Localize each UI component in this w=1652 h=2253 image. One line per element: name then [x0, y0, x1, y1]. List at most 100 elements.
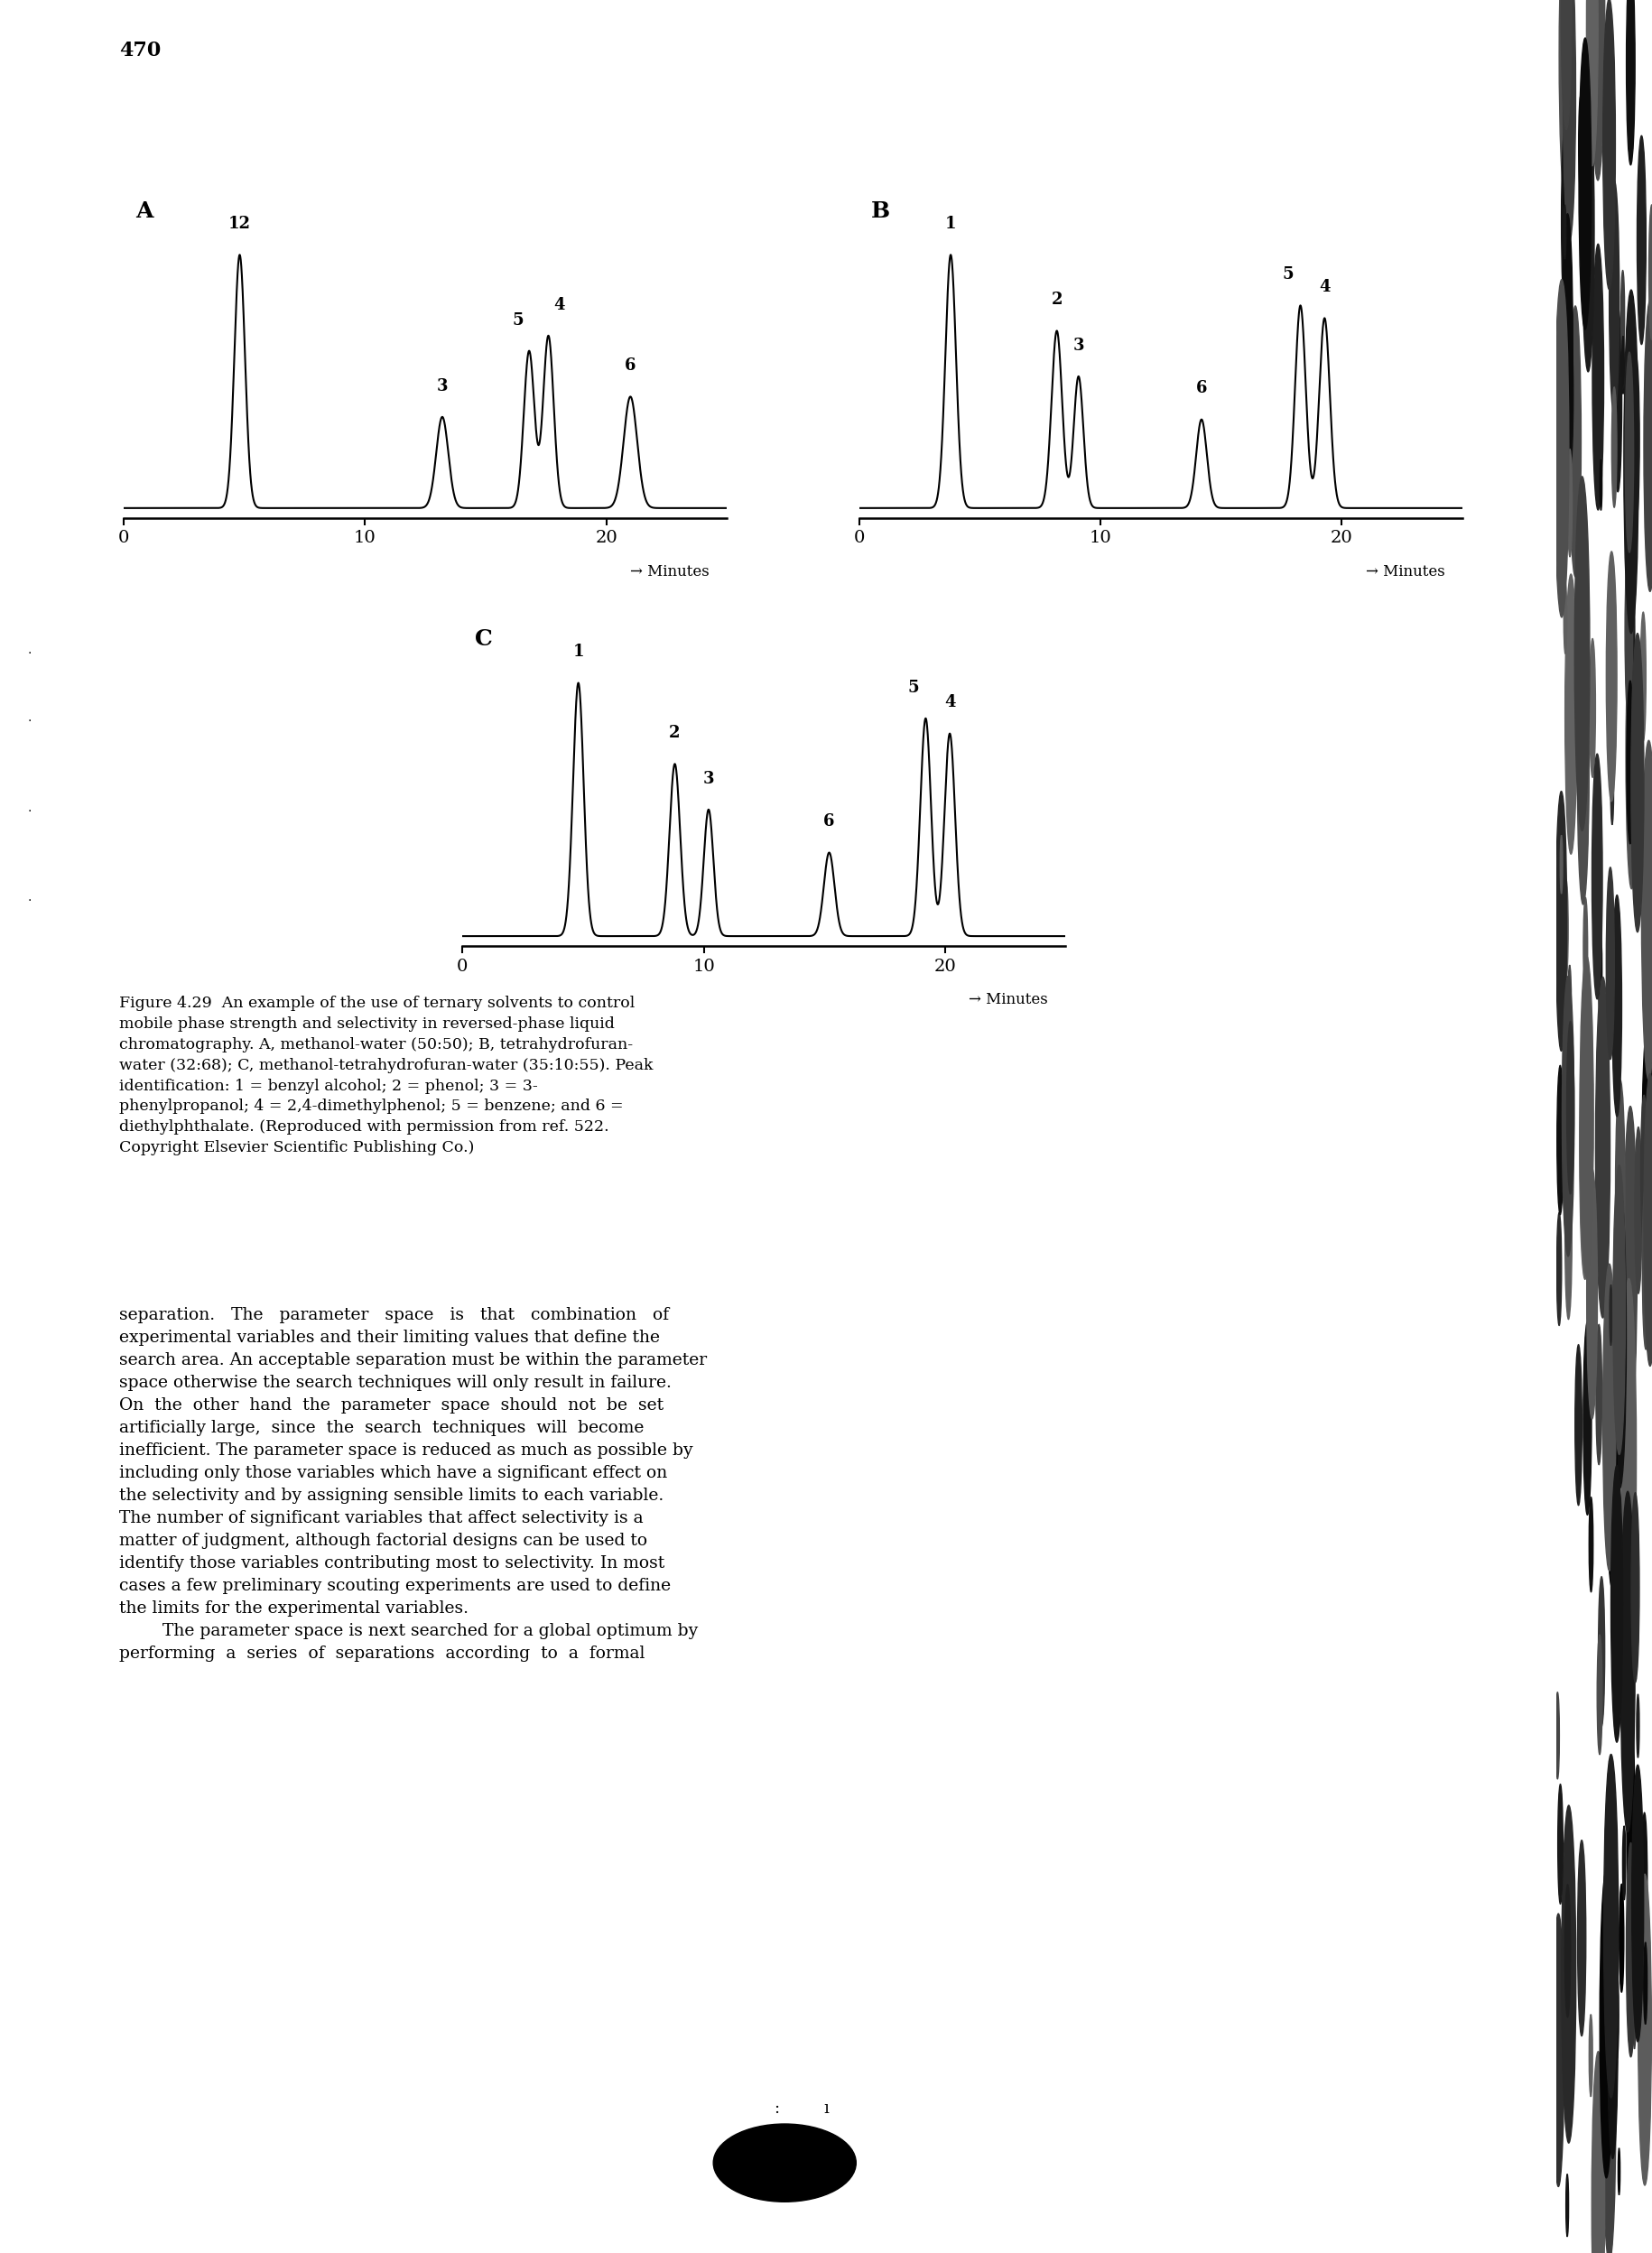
- Circle shape: [1632, 1764, 1644, 2041]
- Text: → Minutes: → Minutes: [631, 563, 710, 579]
- Circle shape: [1627, 680, 1634, 843]
- Text: 3: 3: [1072, 338, 1084, 354]
- Circle shape: [1624, 1106, 1637, 1422]
- Circle shape: [1622, 336, 1624, 394]
- Circle shape: [1553, 1913, 1564, 2188]
- Circle shape: [1564, 581, 1566, 653]
- Circle shape: [1568, 324, 1573, 466]
- Circle shape: [1626, 541, 1632, 723]
- Text: :: :: [773, 2100, 780, 2118]
- Circle shape: [1637, 135, 1645, 345]
- Circle shape: [1622, 1825, 1626, 1899]
- Circle shape: [1642, 741, 1652, 1079]
- Circle shape: [1611, 753, 1614, 825]
- Circle shape: [1639, 1874, 1652, 2185]
- Circle shape: [1640, 1095, 1647, 1244]
- Text: 6: 6: [824, 813, 834, 829]
- Circle shape: [1642, 1183, 1649, 1350]
- Circle shape: [1627, 1719, 1635, 1911]
- Circle shape: [1583, 897, 1588, 998]
- Circle shape: [1564, 1158, 1573, 1320]
- Text: separation.   The   parameter   space   is   that   combination   of
experimenta: separation. The parameter space is that …: [119, 1307, 707, 1660]
- Text: 2: 2: [669, 725, 681, 741]
- Circle shape: [1593, 2052, 1604, 2253]
- Circle shape: [1596, 1325, 1602, 1464]
- Circle shape: [1561, 0, 1571, 128]
- Circle shape: [1586, 0, 1597, 167]
- Circle shape: [1579, 651, 1589, 872]
- Text: .: .: [28, 712, 31, 723]
- Text: → Minutes: → Minutes: [970, 991, 1049, 1007]
- Circle shape: [1561, 124, 1569, 313]
- Text: 2: 2: [1051, 291, 1062, 309]
- Circle shape: [1621, 1491, 1635, 1832]
- Circle shape: [1621, 1280, 1635, 1629]
- Circle shape: [1566, 1122, 1571, 1239]
- Text: 12: 12: [228, 216, 251, 232]
- Circle shape: [1624, 291, 1639, 633]
- Circle shape: [1644, 1075, 1652, 1365]
- Text: B: B: [871, 201, 890, 221]
- Text: .: .: [28, 802, 31, 813]
- Circle shape: [1631, 1494, 1639, 1683]
- Circle shape: [1593, 243, 1604, 509]
- Circle shape: [1566, 2174, 1569, 2237]
- Circle shape: [1612, 1165, 1626, 1455]
- Text: .: .: [28, 644, 31, 656]
- Circle shape: [1574, 1345, 1583, 1505]
- Circle shape: [1559, 836, 1563, 894]
- Circle shape: [1621, 270, 1624, 358]
- Circle shape: [1564, 205, 1566, 259]
- Circle shape: [1602, 1956, 1616, 2253]
- Circle shape: [1589, 1498, 1593, 1593]
- Circle shape: [1556, 791, 1566, 1052]
- Circle shape: [1616, 1969, 1619, 2059]
- Circle shape: [1568, 964, 1571, 1045]
- Circle shape: [1586, 1167, 1597, 1419]
- Circle shape: [1602, 1264, 1616, 1570]
- Circle shape: [1614, 306, 1622, 491]
- Text: → Minutes: → Minutes: [1366, 563, 1446, 579]
- Circle shape: [1556, 1066, 1563, 1214]
- Circle shape: [714, 2125, 856, 2201]
- Circle shape: [1574, 475, 1589, 831]
- Circle shape: [1649, 205, 1652, 340]
- Text: Figure 4.29  An example of the use of ternary solvents to control
mobile phase s: Figure 4.29 An example of the use of ter…: [119, 996, 653, 1156]
- Circle shape: [1640, 613, 1645, 741]
- Circle shape: [1611, 230, 1616, 336]
- Circle shape: [1556, 1212, 1561, 1325]
- Circle shape: [1611, 1464, 1622, 1742]
- Text: 4: 4: [553, 297, 565, 313]
- Circle shape: [1602, 0, 1616, 288]
- Circle shape: [1578, 631, 1589, 903]
- Circle shape: [1619, 1884, 1624, 1992]
- Circle shape: [1566, 1021, 1574, 1194]
- Circle shape: [1606, 552, 1617, 802]
- Circle shape: [1564, 131, 1569, 248]
- Circle shape: [1569, 1077, 1574, 1172]
- Circle shape: [1607, 1356, 1617, 1586]
- Text: 3: 3: [704, 771, 714, 786]
- Text: 1: 1: [945, 216, 957, 232]
- Circle shape: [1589, 638, 1596, 777]
- Circle shape: [1609, 1284, 1612, 1345]
- Circle shape: [1634, 1983, 1635, 2048]
- Circle shape: [1583, 142, 1584, 196]
- Circle shape: [1599, 1870, 1612, 2179]
- Circle shape: [1563, 214, 1573, 460]
- Text: 4: 4: [945, 694, 955, 710]
- Text: 4: 4: [1318, 279, 1330, 295]
- Circle shape: [1644, 300, 1652, 593]
- Circle shape: [1597, 1636, 1602, 1755]
- Circle shape: [1604, 1755, 1619, 2098]
- Text: ı: ı: [823, 2100, 829, 2118]
- Circle shape: [1611, 683, 1614, 732]
- Circle shape: [1566, 333, 1569, 428]
- Circle shape: [1627, 545, 1635, 732]
- Circle shape: [1561, 1805, 1576, 2143]
- Circle shape: [1644, 1942, 1647, 2023]
- Circle shape: [1558, 1784, 1563, 1904]
- Circle shape: [1579, 95, 1583, 192]
- Circle shape: [1612, 894, 1622, 1117]
- Circle shape: [1564, 1884, 1571, 2016]
